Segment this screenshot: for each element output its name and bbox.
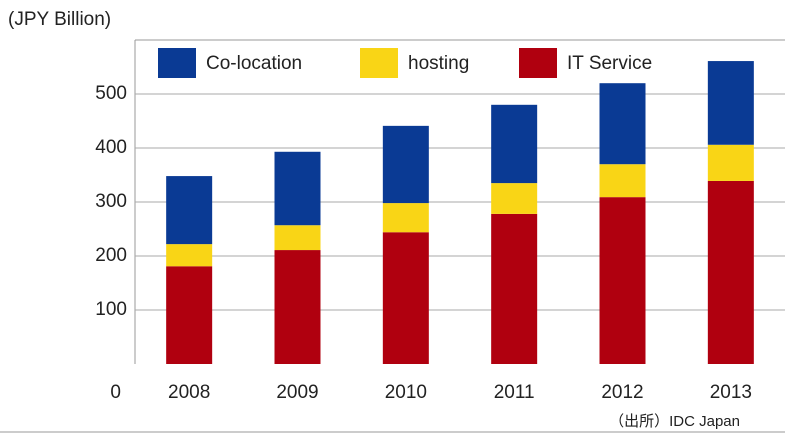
x-tick-label: 2012 [601, 382, 643, 403]
bar-segment [491, 104, 538, 184]
legend-label: hosting [408, 53, 469, 74]
bar-segment [707, 61, 754, 145]
y-tick-label: 400 [95, 137, 127, 158]
bar-segment [166, 266, 213, 364]
legend-swatch [158, 48, 196, 78]
bar-segment [599, 197, 646, 364]
bar-segment [274, 225, 321, 251]
legend-label: Co-location [206, 53, 302, 74]
y-tick-label: 500 [95, 83, 127, 104]
legend-swatch [519, 48, 557, 78]
bar-segment [274, 250, 321, 364]
bar-segment [382, 232, 429, 364]
y-tick-label: 0 [110, 382, 121, 403]
y-axis-label: (JPY Billion) [8, 9, 111, 30]
legend-swatch [360, 48, 398, 78]
x-tick-label: 2008 [168, 382, 210, 403]
bar-segment [707, 180, 754, 364]
y-tick-label: 300 [95, 191, 127, 212]
bar-segment [166, 176, 213, 245]
bar-segment [382, 203, 429, 233]
legend-label: IT Service [567, 53, 652, 74]
bar-segment [382, 125, 429, 204]
x-tick-label: 2013 [710, 382, 752, 403]
bar-segment [707, 144, 754, 181]
x-tick-label: 2009 [276, 382, 318, 403]
bar-segment [491, 183, 538, 214]
y-tick-label: 100 [95, 299, 127, 320]
bar-segment [599, 164, 646, 198]
bar-segment [274, 151, 321, 226]
y-tick-label: 200 [95, 245, 127, 266]
source-note: （出所）IDC Japan [609, 413, 740, 430]
x-tick-label: 2010 [385, 382, 427, 403]
bar-segment [166, 244, 213, 267]
bar-segment [491, 213, 538, 364]
x-tick-label: 2011 [494, 382, 535, 403]
bar-segment [599, 83, 646, 165]
